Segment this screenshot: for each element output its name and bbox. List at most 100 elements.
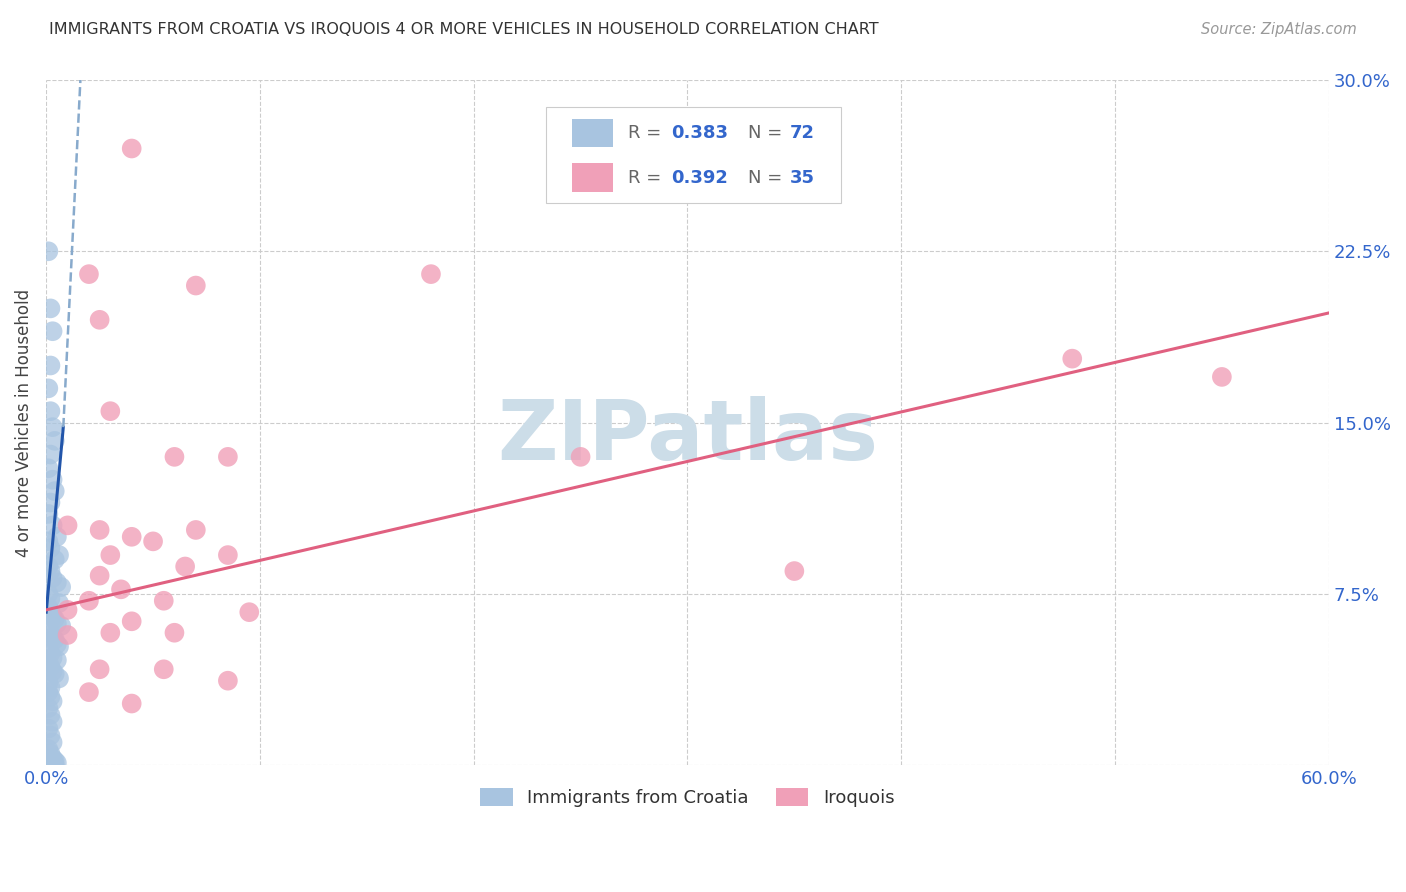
- Point: [37, 657, 59, 672]
- Point: [39, 625, 62, 640]
- Point: [89, 313, 111, 327]
- Point: [1062, 351, 1084, 366]
- Point: [89, 662, 111, 676]
- Point: [37, 701, 59, 715]
- Point: [39, 690, 62, 704]
- Point: [41, 714, 63, 729]
- Point: [45, 616, 67, 631]
- Point: [39, 681, 62, 695]
- Point: [41, 751, 63, 765]
- Text: N =: N =: [748, 124, 787, 142]
- Point: [569, 450, 592, 464]
- Point: [45, 530, 67, 544]
- Point: [45, 637, 67, 651]
- Text: 35: 35: [790, 169, 815, 186]
- Point: [37, 244, 59, 259]
- Point: [37, 381, 59, 395]
- Point: [89, 568, 111, 582]
- Point: [48, 640, 70, 654]
- Point: [45, 756, 67, 770]
- Point: [783, 564, 806, 578]
- Text: ZIPatlas: ZIPatlas: [496, 396, 877, 477]
- Point: [37, 461, 59, 475]
- Point: [39, 404, 62, 418]
- Point: [44, 666, 66, 681]
- Point: [41, 518, 63, 533]
- Point: [217, 673, 239, 688]
- Point: [56, 628, 79, 642]
- Point: [217, 450, 239, 464]
- Point: [110, 582, 132, 597]
- Point: [77, 593, 100, 607]
- Point: [37, 534, 59, 549]
- Point: [37, 722, 59, 736]
- Point: [41, 758, 63, 772]
- Point: [39, 758, 62, 772]
- Point: [77, 685, 100, 699]
- Point: [45, 653, 67, 667]
- Point: [37, 676, 59, 690]
- Point: [41, 630, 63, 644]
- Point: [41, 571, 63, 585]
- Point: [37, 742, 59, 756]
- Text: N =: N =: [748, 169, 787, 186]
- Text: Source: ZipAtlas.com: Source: ZipAtlas.com: [1201, 22, 1357, 37]
- Y-axis label: 4 or more Vehicles in Household: 4 or more Vehicles in Household: [15, 288, 32, 557]
- Point: [56, 603, 79, 617]
- Point: [163, 625, 186, 640]
- Point: [39, 448, 62, 462]
- Text: R =: R =: [628, 169, 668, 186]
- Point: [45, 575, 67, 590]
- FancyBboxPatch shape: [547, 107, 841, 203]
- Point: [44, 552, 66, 566]
- Point: [48, 548, 70, 562]
- Point: [184, 278, 207, 293]
- Point: [37, 507, 59, 521]
- Point: [41, 694, 63, 708]
- Point: [163, 450, 186, 464]
- Point: [41, 420, 63, 434]
- Point: [121, 697, 143, 711]
- Point: [41, 735, 63, 749]
- Point: [39, 495, 62, 509]
- Point: [41, 473, 63, 487]
- Point: [121, 530, 143, 544]
- Point: [89, 523, 111, 537]
- Point: [1211, 370, 1233, 384]
- Point: [41, 665, 63, 679]
- Point: [37, 644, 59, 658]
- Point: [39, 708, 62, 723]
- Point: [420, 267, 443, 281]
- Point: [152, 662, 174, 676]
- Point: [41, 609, 63, 624]
- Point: [41, 758, 63, 772]
- Point: [98, 548, 121, 562]
- Point: [39, 301, 62, 316]
- Point: [37, 624, 59, 638]
- Point: [44, 612, 66, 626]
- FancyBboxPatch shape: [572, 119, 613, 147]
- Point: [44, 758, 66, 772]
- Point: [37, 685, 59, 699]
- Point: [49, 619, 72, 633]
- Point: [39, 660, 62, 674]
- Point: [39, 541, 62, 556]
- Point: [37, 758, 59, 772]
- Point: [39, 591, 62, 606]
- Point: [44, 754, 66, 768]
- Point: [39, 359, 62, 373]
- Point: [39, 758, 62, 772]
- Point: [37, 600, 59, 615]
- Point: [41, 651, 63, 665]
- Text: IMMIGRANTS FROM CROATIA VS IROQUOIS 4 OR MORE VEHICLES IN HOUSEHOLD CORRELATION : IMMIGRANTS FROM CROATIA VS IROQUOIS 4 OR…: [49, 22, 879, 37]
- Point: [56, 518, 79, 533]
- Point: [44, 484, 66, 499]
- Text: 0.383: 0.383: [671, 124, 728, 142]
- Text: 72: 72: [790, 124, 815, 142]
- Text: 0.392: 0.392: [671, 169, 728, 186]
- Point: [37, 559, 59, 574]
- Text: R =: R =: [628, 124, 668, 142]
- Point: [44, 434, 66, 448]
- Point: [217, 548, 239, 562]
- Point: [39, 646, 62, 660]
